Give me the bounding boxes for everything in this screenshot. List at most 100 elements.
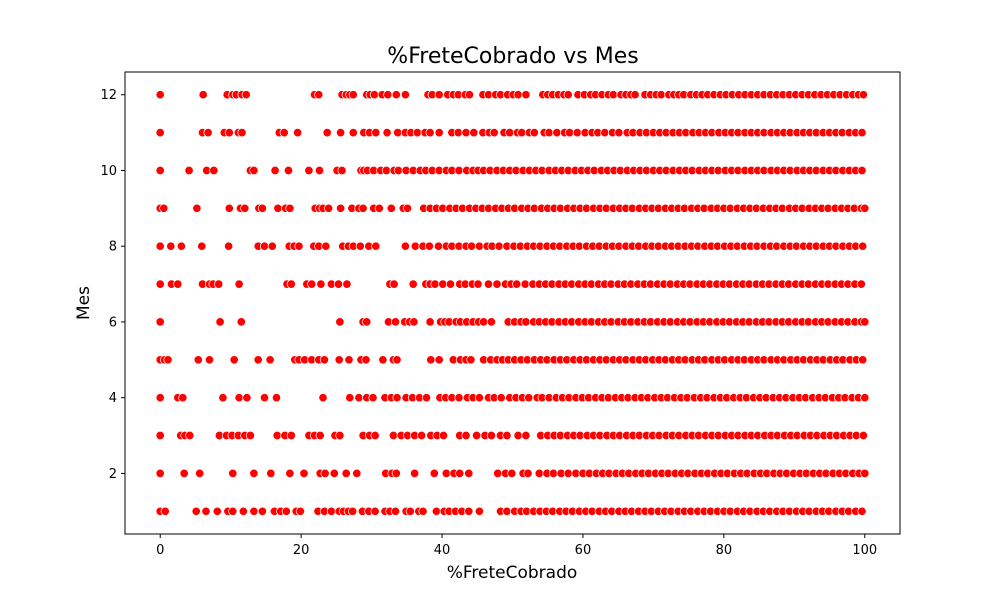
data-point — [512, 279, 522, 289]
y-axis: 2 4 6 8 10 12 — [100, 88, 125, 482]
data-point — [389, 279, 399, 289]
data-point — [155, 317, 165, 327]
data-point — [241, 90, 251, 100]
data-point — [418, 506, 428, 516]
data-point — [272, 430, 282, 441]
data-point — [858, 241, 868, 251]
data-point — [286, 430, 296, 441]
data-point — [454, 393, 464, 403]
data-point — [430, 279, 440, 289]
data-point — [857, 165, 867, 176]
data-point — [434, 128, 444, 138]
data-point — [316, 279, 326, 289]
data-point — [572, 128, 582, 138]
data-point — [178, 393, 188, 403]
data-point — [410, 241, 420, 251]
data-point — [234, 279, 244, 289]
data-point — [433, 241, 444, 251]
data-point — [374, 203, 384, 213]
data-point — [286, 279, 296, 289]
data-point — [390, 506, 401, 516]
data-point — [285, 203, 295, 213]
data-point — [285, 468, 295, 478]
data-point — [391, 90, 401, 100]
data-point — [238, 506, 248, 516]
data-point — [185, 430, 195, 441]
data-point — [259, 393, 270, 403]
data-point — [271, 393, 282, 403]
data-point — [521, 430, 531, 441]
data-point — [529, 128, 539, 138]
data-point — [314, 90, 324, 100]
data-point — [548, 468, 558, 478]
data-point — [472, 430, 482, 441]
data-point — [412, 128, 422, 138]
data-point — [352, 468, 362, 478]
data-point — [520, 279, 530, 289]
data-point — [563, 468, 573, 478]
data-point — [329, 468, 339, 478]
x-tick-label: 60 — [575, 543, 592, 558]
data-point — [155, 430, 165, 441]
data-point — [166, 241, 176, 251]
data-point — [361, 355, 371, 365]
data-point — [425, 128, 435, 138]
y-tick-label: 12 — [100, 88, 117, 103]
data-point — [434, 90, 444, 100]
data-point — [242, 393, 252, 403]
x-axis: 0 20 40 60 80 100 — [156, 534, 877, 558]
data-point — [858, 430, 868, 441]
data-point — [390, 317, 401, 327]
data-point — [400, 90, 410, 100]
data-point — [176, 241, 186, 251]
data-point — [355, 241, 365, 251]
data-point — [393, 128, 403, 138]
x-tick-label: 20 — [293, 543, 310, 558]
data-point — [402, 203, 413, 213]
data-point — [295, 506, 305, 516]
data-point — [544, 128, 554, 138]
data-point — [335, 317, 345, 327]
data-point — [425, 317, 435, 327]
data-point — [656, 90, 666, 100]
data-point — [513, 430, 523, 441]
data-point — [155, 128, 165, 138]
data-point — [534, 468, 544, 478]
data-point — [348, 506, 358, 516]
data-point — [224, 241, 234, 251]
data-point — [155, 393, 165, 403]
data-point — [279, 128, 289, 138]
data-point — [321, 241, 331, 251]
plot-frame — [124, 71, 901, 535]
data-point — [434, 355, 444, 365]
data-point — [417, 430, 427, 441]
data-point — [493, 468, 503, 478]
data-point — [266, 468, 276, 478]
data-point — [469, 128, 479, 138]
data-point — [197, 241, 207, 251]
data-point — [608, 90, 618, 100]
data-point — [858, 355, 868, 365]
data-point — [237, 128, 247, 138]
y-tick-label: 2 — [109, 467, 117, 482]
data-point — [517, 128, 527, 138]
data-point — [204, 355, 215, 365]
data-point — [179, 468, 189, 478]
data-point — [342, 279, 352, 289]
data-point — [273, 203, 283, 213]
data-point — [322, 128, 332, 138]
data-point — [473, 279, 483, 289]
data-point — [392, 355, 402, 365]
data-point — [409, 317, 419, 327]
data-point — [281, 506, 291, 516]
data-point — [445, 279, 456, 289]
data-point — [455, 468, 465, 478]
data-point — [318, 393, 328, 403]
data-point — [341, 468, 351, 478]
x-axis-label: %FreteCobrado — [447, 563, 578, 583]
data-point — [431, 506, 441, 516]
data-point — [474, 241, 484, 251]
data-point — [421, 393, 432, 403]
data-point — [155, 279, 165, 289]
